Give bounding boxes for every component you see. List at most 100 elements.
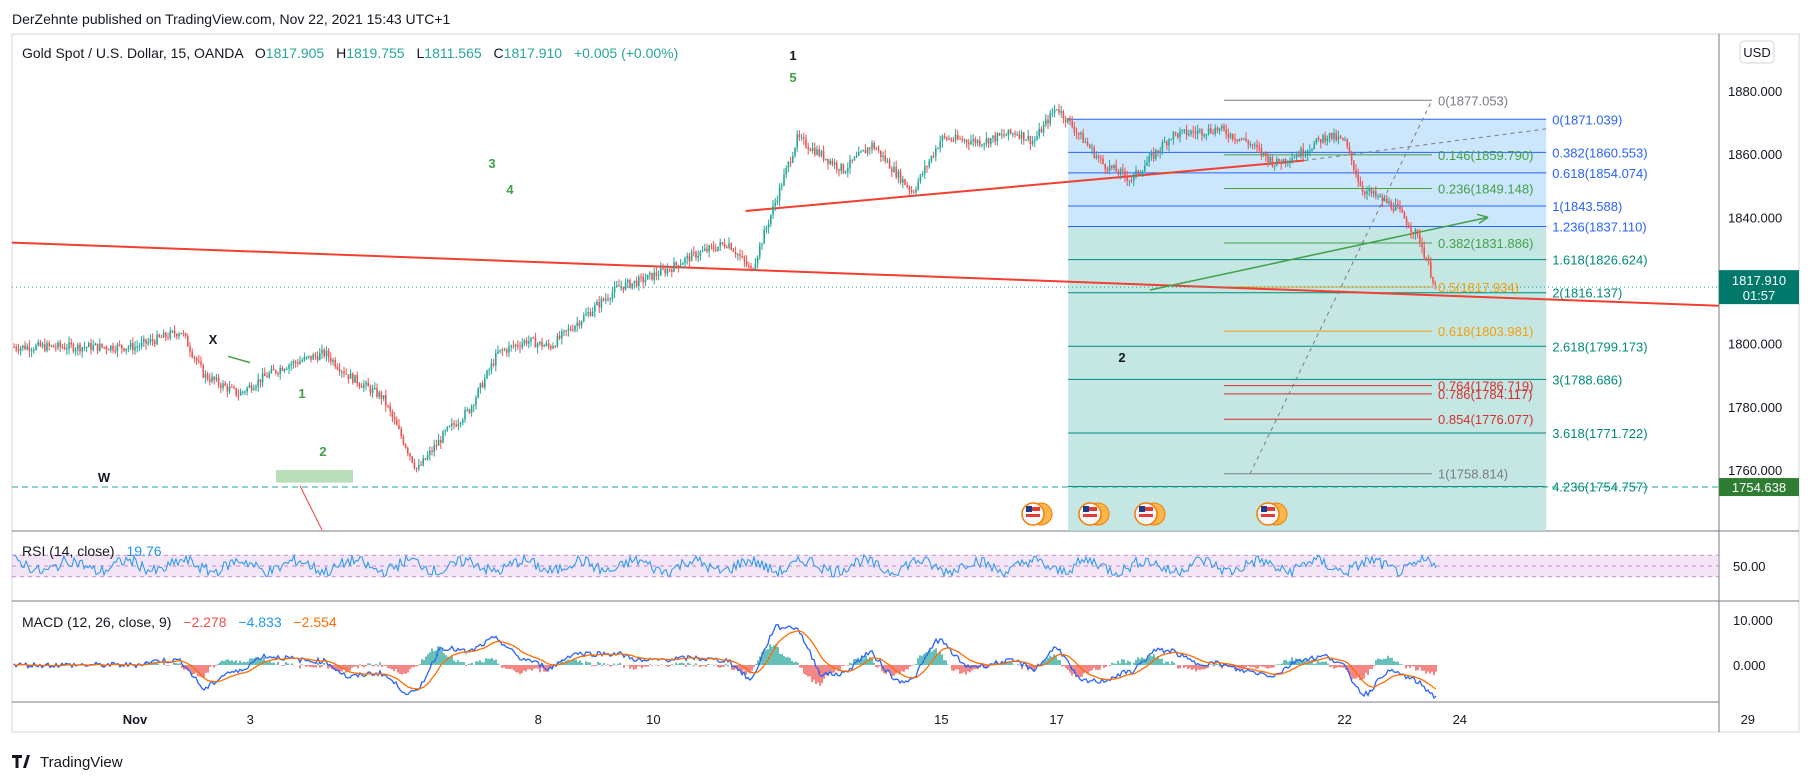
candle-body (1273, 165, 1276, 167)
candle-body (704, 248, 706, 251)
time-tick-label: 22 (1337, 712, 1351, 727)
wave-label: W (98, 470, 111, 485)
macd-histogram-bar (591, 665, 593, 667)
candle-body (712, 246, 715, 250)
currency-button[interactable] (1739, 40, 1775, 64)
candle-body (316, 356, 319, 361)
trend-lines[interactable] (11, 128, 1720, 531)
candle-body (519, 346, 521, 348)
candle-body (569, 328, 572, 330)
macd-histogram-bar (471, 662, 473, 665)
tradingview-logo[interactable]: TradingView (12, 754, 123, 771)
macd-histogram-bar (205, 665, 207, 673)
candle-body (1355, 169, 1357, 175)
candle-body (671, 269, 673, 272)
macd-histogram-bar (397, 665, 399, 673)
candle-body (871, 142, 873, 150)
macd-histogram-bar (449, 656, 451, 665)
candle-body (605, 298, 607, 301)
candle-body (182, 332, 185, 334)
macd-histogram-bar (343, 665, 345, 670)
candle-body (323, 349, 325, 356)
candle-body (1003, 134, 1005, 136)
macd-histogram-bar (257, 657, 259, 665)
candle-body (398, 425, 400, 429)
macd-histogram-bar (945, 660, 947, 665)
candle-body (888, 160, 891, 169)
candle-body (123, 348, 125, 351)
macd-histogram-bar (799, 665, 801, 668)
candle-body (1414, 229, 1417, 235)
macd-histogram-bar (1069, 665, 1071, 673)
macd-histogram-bar (1377, 658, 1379, 665)
macd-histogram-bar (1061, 665, 1063, 667)
candle-body (1199, 129, 1201, 131)
macd-histogram-bar (577, 661, 579, 665)
macd-histogram-bar (1243, 665, 1245, 670)
macd-histogram-bar (427, 654, 429, 665)
macd-histogram-bar (339, 665, 341, 672)
fib-left-level-label: 0.618(1854.074) (1552, 166, 1647, 181)
candle-body (1073, 127, 1076, 133)
candle-body (193, 356, 196, 359)
macd-histogram-bar (765, 649, 767, 665)
macd-histogram-bar (1081, 665, 1083, 677)
candle-body (957, 134, 959, 139)
macd-histogram-bar (1099, 665, 1101, 670)
candle-body (1238, 138, 1241, 141)
candle-body (1172, 132, 1175, 140)
macd-histogram-bar (1241, 665, 1243, 667)
candle-body (1381, 195, 1384, 202)
macd-histogram-bar (315, 665, 317, 668)
fib-right-dashed-trend (1249, 99, 1433, 475)
macd-histogram-bar (569, 661, 571, 665)
macd-histogram-bar (781, 654, 783, 665)
candle-body (651, 272, 653, 280)
candle-body (572, 329, 574, 331)
candle-body (173, 330, 176, 335)
candle-body (961, 138, 963, 141)
macd-hist-value: −2.278 (183, 614, 226, 630)
candle-body (1126, 176, 1128, 181)
us-flag-event-icon[interactable] (1134, 502, 1166, 526)
macd-histogram-bar (1057, 659, 1059, 665)
candle-body (206, 373, 209, 380)
macd-histogram-bar (783, 655, 785, 665)
candle-body (987, 138, 990, 145)
macd-histogram-bar (731, 665, 733, 670)
us-flag-event-icon[interactable] (1021, 502, 1053, 526)
candle-body (281, 367, 284, 371)
candle-body (721, 242, 724, 244)
candle-body (640, 276, 642, 278)
ohlc-close: 1817.910 (504, 45, 563, 61)
macd-histogram-bar (545, 665, 547, 672)
fib-tool[interactable]: 0(1871.039) 0.382(1860.553) 0.618(1854.074… (1068, 93, 1648, 531)
candle-body (587, 312, 589, 314)
macd-histogram-bar (837, 665, 839, 671)
macd-histogram-bar (425, 656, 427, 665)
us-flag-event-icon[interactable] (1078, 502, 1110, 526)
macd-histogram-bar (1431, 665, 1433, 672)
candle-body (492, 363, 495, 366)
macd-histogram-bar (437, 646, 439, 665)
candle-body (248, 385, 251, 388)
candle-body (422, 458, 424, 466)
candle-body (759, 245, 761, 257)
macd-histogram-bar (409, 665, 411, 670)
macd-histogram-bar (259, 660, 261, 665)
macd-histogram-bar (1333, 665, 1335, 669)
economic-events[interactable] (1021, 502, 1288, 526)
macd-histogram-bar (483, 662, 485, 665)
macd-histogram-bar (727, 665, 729, 667)
us-flag-event-icon[interactable] (1256, 502, 1288, 526)
macd-histogram-bar (399, 665, 401, 674)
candle-body (917, 181, 919, 190)
macd-histogram-bar (1281, 663, 1283, 665)
candle-body (176, 334, 178, 337)
macd-histogram-bar (1191, 665, 1193, 670)
candle-body (1071, 120, 1073, 128)
candle-body (477, 388, 479, 398)
candle-body (763, 229, 765, 244)
macd-histogram-bar (411, 665, 413, 668)
candle-body (1058, 109, 1060, 113)
